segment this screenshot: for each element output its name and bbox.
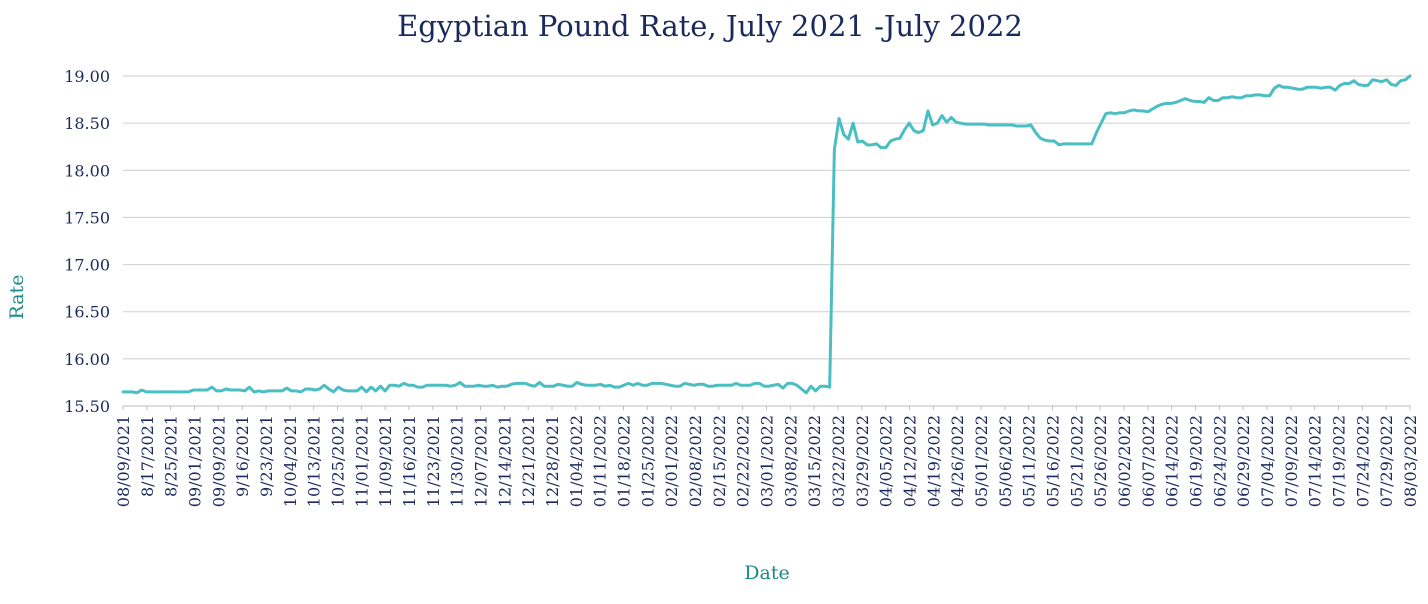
x-tick-label: 06/14/2022 <box>1163 415 1182 507</box>
x-tick-label: 02/01/2022 <box>662 415 681 507</box>
x-axis-label: Date <box>744 562 789 584</box>
x-tick-label: 06/29/2022 <box>1234 415 1253 507</box>
y-axis-label: Rate <box>6 275 28 320</box>
x-tick-label: 11/30/2021 <box>448 415 467 507</box>
x-tick-label: 11/16/2021 <box>400 415 419 507</box>
x-tick-label: 09/01/2021 <box>186 415 205 507</box>
x-tick-label: 11/09/2021 <box>376 415 395 507</box>
x-tick-label: 01/18/2022 <box>615 415 634 507</box>
x-tick-label: 04/26/2022 <box>948 415 967 507</box>
x-tick-label: 04/19/2022 <box>924 415 943 507</box>
x-tick-label: 05/11/2022 <box>1020 415 1039 507</box>
y-tick-label: 18.00 <box>64 161 110 180</box>
x-tick-label: 03/22/2022 <box>829 415 848 507</box>
x-tick-label: 07/19/2022 <box>1330 415 1349 507</box>
x-tick-label: 09/09/2021 <box>209 415 228 507</box>
x-tick-label: 11/01/2021 <box>352 415 371 507</box>
x-tick-label: 03/15/2022 <box>805 415 824 507</box>
x-tick-label: 05/16/2022 <box>1044 415 1063 507</box>
y-tick-label: 16.50 <box>64 303 110 322</box>
gridlines <box>123 75 1410 360</box>
x-tick-label: 02/22/2022 <box>734 415 753 507</box>
x-tick-label: 06/07/2022 <box>1139 415 1158 507</box>
x-tick-label: 06/19/2022 <box>1187 415 1206 507</box>
x-tick-label: 02/15/2022 <box>710 415 729 507</box>
x-tick-label: 08/09/2021 <box>114 415 133 507</box>
x-tick-label: 03/01/2022 <box>758 415 777 507</box>
x-tick-label: 07/04/2022 <box>1258 415 1277 507</box>
x-tick-label: 01/25/2022 <box>638 415 657 507</box>
y-tick-label: 17.00 <box>64 256 110 275</box>
x-tick-label: 04/12/2022 <box>901 415 920 507</box>
series-layer <box>121 74 1412 395</box>
x-tick-label: 07/29/2022 <box>1377 415 1396 507</box>
x-axis-ticks: 08/09/2021 8/17/2021 8/25/2021 09/01/2021 09… <box>114 406 1420 507</box>
x-tick-label: 8/25/2021 <box>162 415 181 497</box>
x-tick-label: 10/25/2021 <box>329 415 348 507</box>
y-tick-label: 18.50 <box>64 114 110 133</box>
x-tick-label: 01/04/2022 <box>567 415 586 507</box>
y-tick-label: 15.50 <box>64 397 110 416</box>
x-tick-label: 02/08/2022 <box>686 415 705 507</box>
x-tick-label: 04/05/2022 <box>877 415 896 507</box>
x-tick-label: 12/07/2021 <box>472 415 491 507</box>
x-tick-label: 06/24/2022 <box>1210 415 1229 507</box>
x-tick-label: 12/21/2021 <box>519 415 538 507</box>
y-tick-label: 17.50 <box>64 208 110 227</box>
y-tick-label: 19.00 <box>64 67 110 86</box>
x-tick-label: 03/29/2022 <box>853 415 872 507</box>
chart-title: Egyptian Pound Rate, July 2021 -July 202… <box>397 9 1023 43</box>
x-tick-label: 08/03/2022 <box>1401 415 1420 507</box>
x-tick-label: 12/28/2021 <box>543 415 562 507</box>
x-tick-label: 03/08/2022 <box>781 415 800 507</box>
x-tick-label: 05/06/2022 <box>996 415 1015 507</box>
x-tick-label: 06/02/2022 <box>1115 415 1134 507</box>
x-tick-label: 10/13/2021 <box>305 415 324 507</box>
x-tick-label: 9/23/2021 <box>257 415 276 497</box>
x-tick-label: 07/14/2022 <box>1306 415 1325 507</box>
series-line <box>121 74 1412 395</box>
x-tick-label: 05/21/2022 <box>1067 415 1086 507</box>
x-tick-label: 05/01/2022 <box>972 415 991 507</box>
x-tick-label: 01/11/2022 <box>591 415 610 507</box>
y-tick-label: 16.00 <box>64 350 110 369</box>
x-tick-label: 8/17/2021 <box>138 415 157 497</box>
y-axis-ticks: 15.50 16.00 16.50 17.00 17.50 18.00 18.50 19.00 <box>64 67 110 416</box>
x-tick-label: 12/14/2021 <box>495 415 514 507</box>
x-tick-label: 05/26/2022 <box>1091 415 1110 507</box>
x-tick-label: 11/23/2021 <box>424 415 443 507</box>
x-tick-label: 10/04/2021 <box>281 415 300 507</box>
x-tick-label: 07/24/2022 <box>1353 415 1372 507</box>
x-tick-label: 07/09/2022 <box>1282 415 1301 507</box>
x-tick-label: 9/16/2021 <box>233 415 252 497</box>
